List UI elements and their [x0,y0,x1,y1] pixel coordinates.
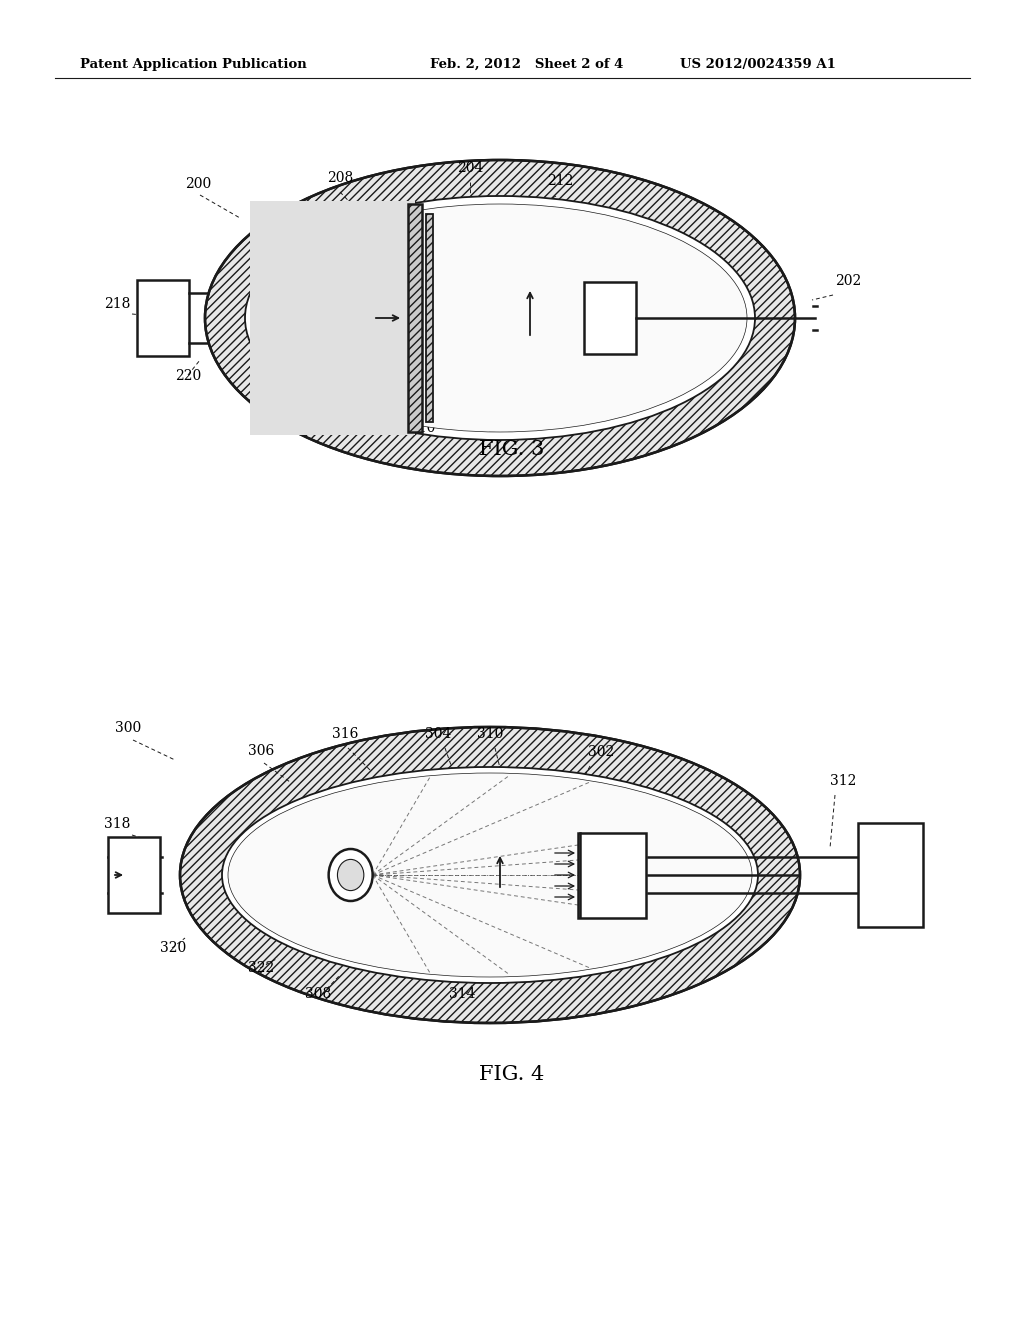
Text: 204: 204 [457,161,483,176]
Text: US 2012/0024359 A1: US 2012/0024359 A1 [680,58,836,71]
Text: 322: 322 [248,961,274,975]
Bar [426,214,433,422]
Ellipse shape [222,767,758,983]
Text: 210: 210 [409,421,435,436]
Text: 312: 312 [830,774,856,788]
Ellipse shape [245,195,755,440]
Ellipse shape [205,160,795,477]
Text: 220: 220 [175,370,202,383]
Ellipse shape [329,849,373,902]
Ellipse shape [228,774,752,977]
Text: 318: 318 [103,817,130,832]
Text: 310: 310 [477,727,503,741]
Bar [578,833,646,917]
Ellipse shape [180,727,800,1023]
Text: 222: 222 [260,399,287,413]
Text: 218: 218 [103,297,130,312]
Text: 202: 202 [835,275,861,288]
Text: 316: 316 [332,727,358,741]
Text: 208: 208 [327,172,353,185]
Bar [408,205,422,432]
Bar [108,837,160,913]
Bar [584,282,636,354]
Text: 304: 304 [425,727,452,741]
Bar [137,280,189,356]
Text: 324: 324 [620,828,646,841]
Text: 308: 308 [305,987,331,1001]
Bar [250,201,415,436]
Text: Feb. 2, 2012   Sheet 2 of 4: Feb. 2, 2012 Sheet 2 of 4 [430,58,624,71]
Text: 314: 314 [449,987,475,1001]
Text: 302: 302 [588,744,614,759]
Bar [858,822,923,927]
Text: FIG. 4: FIG. 4 [479,1065,545,1084]
Text: 214: 214 [486,421,513,436]
Text: 200: 200 [185,177,211,191]
Text: Patent Application Publication: Patent Application Publication [80,58,307,71]
Text: 206: 206 [327,421,353,436]
Text: 212: 212 [547,174,573,187]
Text: 320: 320 [160,941,186,954]
Ellipse shape [253,205,746,432]
Ellipse shape [338,859,364,891]
Text: FIG. 3: FIG. 3 [479,440,545,459]
Text: 306: 306 [248,744,274,758]
Text: 300: 300 [115,721,141,735]
